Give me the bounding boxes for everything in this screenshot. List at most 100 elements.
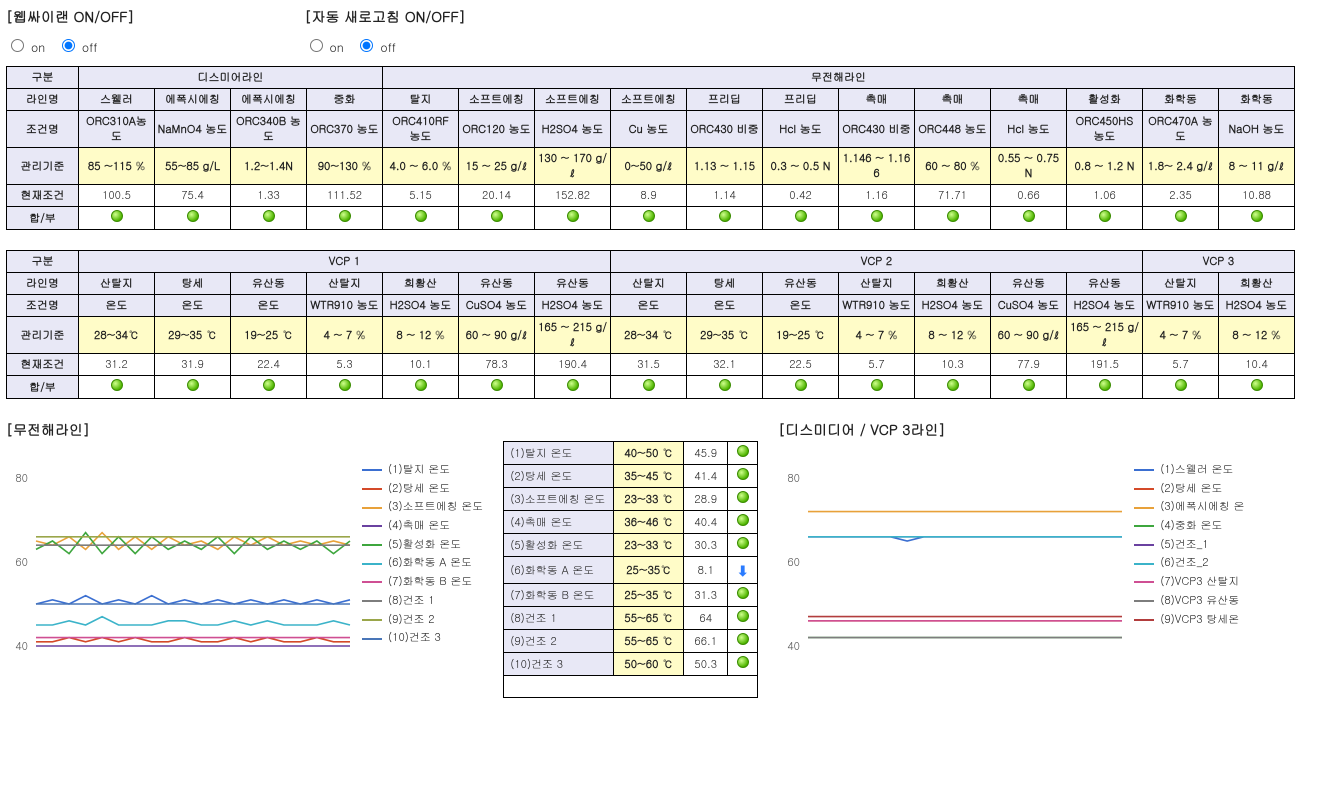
legend-swatch bbox=[362, 600, 382, 602]
pass-cell bbox=[383, 376, 459, 399]
chart-series bbox=[36, 617, 350, 625]
refresh-on-label[interactable]: on bbox=[305, 39, 344, 56]
refresh-off-label[interactable]: off bbox=[355, 39, 395, 56]
ok-icon bbox=[947, 379, 959, 391]
pass-cell bbox=[687, 207, 763, 230]
ok-icon bbox=[737, 445, 749, 457]
right-chart: 406080 bbox=[778, 447, 1128, 677]
pass-cell bbox=[155, 376, 231, 399]
line-cell: 산탈지 bbox=[79, 273, 155, 295]
ok-icon bbox=[737, 468, 749, 480]
y-tick-label: 60 bbox=[15, 555, 28, 570]
pass-cell bbox=[307, 207, 383, 230]
mgmt-cell: 1.8~ 2.4 g/ℓ bbox=[1143, 148, 1219, 185]
pass-cell bbox=[1067, 207, 1143, 230]
curr-cell: 71.71 bbox=[915, 185, 991, 207]
pass-cell bbox=[535, 376, 611, 399]
legend-label: (6)화학동 A 온도 bbox=[388, 554, 472, 573]
curr-label: 현재조건 bbox=[7, 185, 79, 207]
ok-icon bbox=[263, 379, 275, 391]
legend-item: (3)에폭시에칭 온 bbox=[1134, 498, 1244, 517]
siren-on-radio[interactable] bbox=[11, 39, 24, 52]
pass-cell bbox=[991, 376, 1067, 399]
ok-icon bbox=[1175, 210, 1187, 222]
legend-label: (7)VCP3 산탈지 bbox=[1160, 573, 1239, 592]
cond-cell: Cu 농도 bbox=[611, 111, 687, 148]
line-cell: 산탈지 bbox=[839, 273, 915, 295]
cond-cell: ORC340B 농도 bbox=[231, 111, 307, 148]
status-name: (4)촉매 온도 bbox=[504, 511, 614, 534]
ok-icon bbox=[1251, 379, 1263, 391]
ok-icon bbox=[737, 656, 749, 668]
cond-cell: H2SO4 농도 bbox=[535, 111, 611, 148]
pass-cell bbox=[611, 207, 687, 230]
curr-cell: 10.3 bbox=[915, 354, 991, 376]
ok-icon bbox=[415, 379, 427, 391]
mgmt-cell: 8 ~ 12 % bbox=[1219, 317, 1295, 354]
status-icon-cell bbox=[728, 653, 758, 676]
ok-icon bbox=[871, 379, 883, 391]
status-name: (3)소프트에칭 온도 bbox=[504, 488, 614, 511]
ok-icon bbox=[947, 210, 959, 222]
mgmt-cell: 60 ~ 90 g/ℓ bbox=[459, 317, 535, 354]
legend-item: (6)화학동 A 온도 bbox=[362, 554, 483, 573]
cond-cell: WTR910 농도 bbox=[839, 295, 915, 317]
pass-cell bbox=[991, 207, 1067, 230]
line-cell: 유산동 bbox=[459, 273, 535, 295]
line-label: 라인명 bbox=[7, 89, 79, 111]
status-row: (3)소프트에칭 온도23~33 ℃28.9 bbox=[504, 488, 758, 511]
ok-icon bbox=[1099, 379, 1111, 391]
status-val: 50.3 bbox=[684, 653, 728, 676]
curr-cell: 20.14 bbox=[459, 185, 535, 207]
ok-icon bbox=[187, 210, 199, 222]
right-section-title: [디스미디어 / VCP 3라인] bbox=[778, 419, 1244, 439]
siren-title: [웹싸이랜 ON/OFF] bbox=[6, 6, 135, 26]
mgmt-cell: 165 ~ 215 g/ℓ bbox=[535, 317, 611, 354]
curr-cell: 77.9 bbox=[991, 354, 1067, 376]
legend-label: (1)스웰러 온도 bbox=[1160, 461, 1233, 480]
legend-label: (10)건조 3 bbox=[388, 629, 441, 648]
line-cell: 탈지 bbox=[383, 89, 459, 111]
status-name: (1)탈지 온도 bbox=[504, 442, 614, 465]
legend-swatch bbox=[1134, 600, 1154, 602]
siren-off-radio[interactable] bbox=[62, 39, 75, 52]
group-header: VCP 3 bbox=[1143, 251, 1295, 273]
mgmt-cell: 55~85 g/L bbox=[155, 148, 231, 185]
cond-cell: ORC120 농도 bbox=[459, 111, 535, 148]
legend-swatch bbox=[362, 544, 382, 546]
cond-cell: WTR910 농도 bbox=[1143, 295, 1219, 317]
legend-label: (8)건조 1 bbox=[388, 592, 435, 611]
refresh-control: [자동 새로고침 ON/OFF] on off bbox=[305, 6, 466, 56]
status-row: (7)화학동 B 온도25~35 ℃31.3 bbox=[504, 584, 758, 607]
ok-icon bbox=[339, 379, 351, 391]
status-val: 66.1 bbox=[684, 630, 728, 653]
curr-cell: 2.35 bbox=[1143, 185, 1219, 207]
line-cell: 희황산 bbox=[1219, 273, 1295, 295]
group-header: 무전해라인 bbox=[383, 67, 1295, 89]
cond-cell: ORC310A농도 bbox=[79, 111, 155, 148]
curr-cell: 22.4 bbox=[231, 354, 307, 376]
refresh-off-radio[interactable] bbox=[360, 39, 373, 52]
legend-label: (3)에폭시에칭 온 bbox=[1160, 498, 1244, 517]
ok-icon bbox=[339, 210, 351, 222]
cond-cell: H2SO4 농도 bbox=[1219, 295, 1295, 317]
ok-icon bbox=[1023, 379, 1035, 391]
refresh-on-radio[interactable] bbox=[310, 39, 323, 52]
status-name: (2)탕세 온도 bbox=[504, 465, 614, 488]
line-cell: 화학동 bbox=[1219, 89, 1295, 111]
siren-off-label[interactable]: off bbox=[57, 39, 97, 56]
legend-item: (1)스웰러 온도 bbox=[1134, 461, 1244, 480]
chart-svg: 406080 bbox=[778, 447, 1128, 677]
chart-svg: 406080 bbox=[6, 447, 356, 677]
ok-icon bbox=[795, 379, 807, 391]
curr-cell: 1.14 bbox=[687, 185, 763, 207]
pass-cell bbox=[763, 376, 839, 399]
pass-cell bbox=[839, 207, 915, 230]
pass-cell bbox=[79, 376, 155, 399]
pass-cell bbox=[231, 376, 307, 399]
status-row: (5)활성화 온도23~33 ℃30.3 bbox=[504, 534, 758, 557]
legend-item: (2)탕세 온도 bbox=[1134, 480, 1244, 499]
right-chart-block: [디스미디어 / VCP 3라인] 406080 (1)스웰러 온도(2)탕세 … bbox=[778, 419, 1244, 677]
siren-on-label[interactable]: on bbox=[6, 39, 45, 56]
ok-icon bbox=[795, 210, 807, 222]
